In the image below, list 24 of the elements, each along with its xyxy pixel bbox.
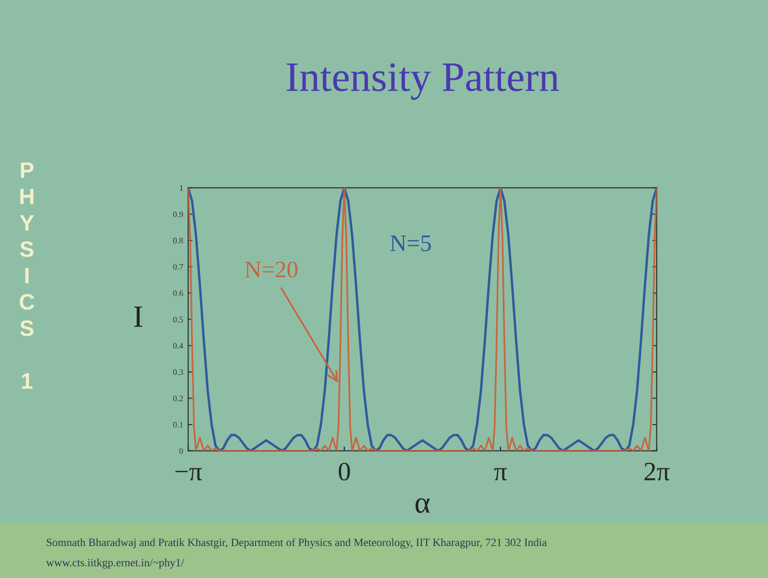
text: www.cts.iitkgp.ernet.in/~phy1/ <box>46 558 184 569</box>
x-tick-label: 2π <box>644 462 670 481</box>
x-tick-label: −π <box>175 468 202 481</box>
series-label: N=20 <box>245 262 298 278</box>
x-axis-title: α <box>416 498 430 513</box>
y-tick-label: 0.9 <box>173 212 183 218</box>
chart-title: Intensity Pattern <box>286 63 559 100</box>
text: PHYSICS 1 <box>20 162 34 389</box>
y-tick-label: 0.5 <box>173 316 183 322</box>
y-tick-label: 0.3 <box>173 369 183 375</box>
x-tick-label: π <box>494 468 507 481</box>
y-tick-label: 0 <box>179 448 183 454</box>
y-tick-label: 0.2 <box>173 396 183 402</box>
y-axis-title: I <box>134 306 142 327</box>
line-series <box>188 188 657 451</box>
y-tick-label: 0.8 <box>173 238 183 244</box>
y-tick-label: 0.1 <box>173 422 183 428</box>
x-tick-label: 0 <box>338 462 350 481</box>
y-tick-label: 0.6 <box>173 290 184 296</box>
y-tick-label: 0.4 <box>173 342 184 349</box>
y-tick-label: 0.7 <box>173 264 184 270</box>
text: Somnath Bharadwaj and Pratik Khastgir, Department of Physics and Meteorology, IIT Kharagpur, 721 302 India <box>46 538 547 548</box>
series-label: N=5 <box>390 236 431 252</box>
y-tick-label: 1 <box>180 185 183 191</box>
